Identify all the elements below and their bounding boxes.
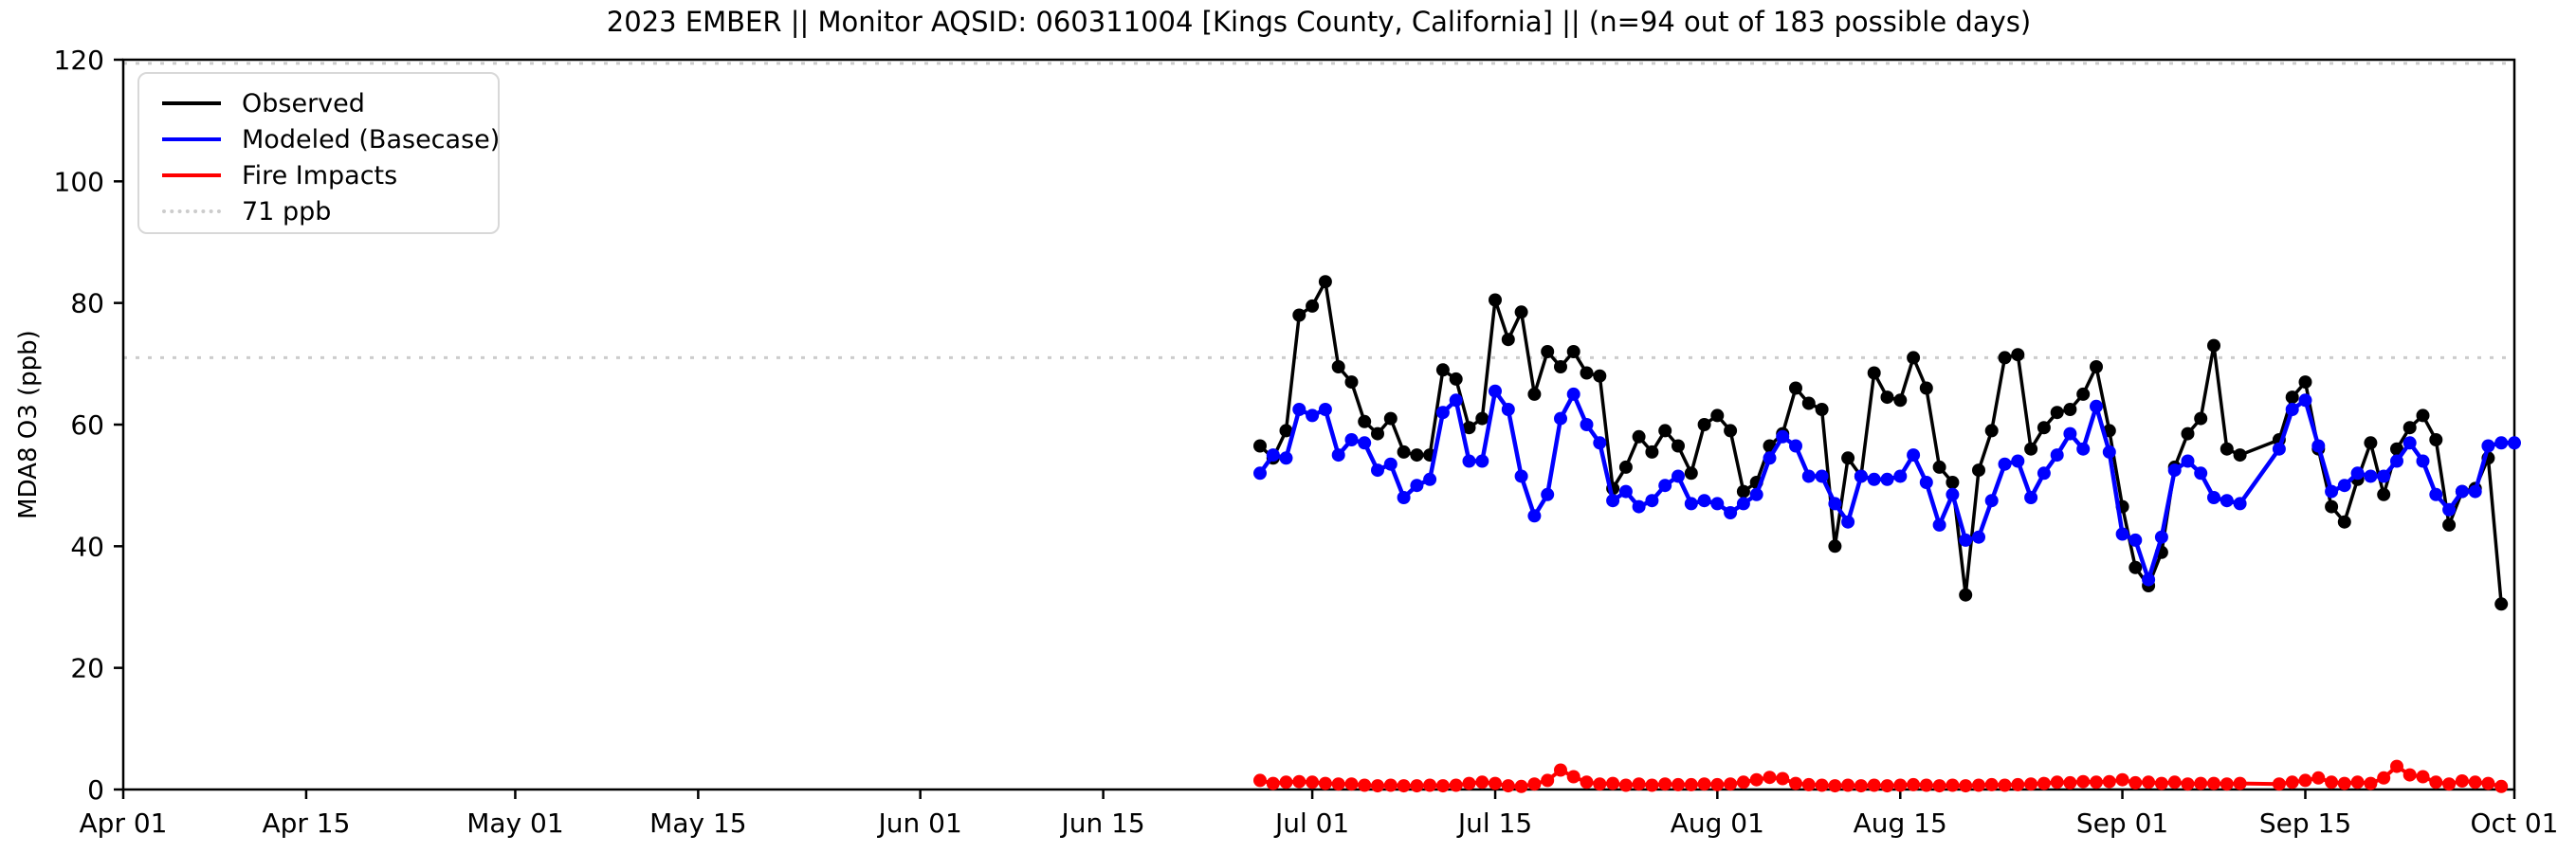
svg-text:Jun 01: Jun 01 — [877, 808, 962, 839]
svg-text:Sep 01: Sep 01 — [2076, 808, 2168, 839]
svg-text:May 01: May 01 — [466, 808, 563, 839]
svg-text:May 15: May 15 — [649, 808, 746, 839]
svg-text:0: 0 — [87, 774, 104, 806]
legend-item-modeled: Modeled (Basecase) — [162, 121, 501, 157]
legend-label: Modeled (Basecase) — [242, 124, 501, 154]
legend-item-fire: Fire Impacts — [162, 157, 498, 193]
legend-item-observed: Observed — [162, 85, 498, 121]
svg-text:Apr 15: Apr 15 — [262, 808, 350, 839]
svg-text:Apr 01: Apr 01 — [80, 808, 168, 839]
threshold-line-swatch — [162, 209, 221, 213]
legend-box: Observed Modeled (Basecase) Fire Impacts… — [137, 72, 500, 234]
svg-text:120: 120 — [54, 45, 104, 76]
observed-line-swatch — [162, 101, 221, 105]
svg-text:20: 20 — [70, 653, 104, 684]
legend-label: Observed — [242, 88, 365, 118]
svg-text:Aug 15: Aug 15 — [1854, 808, 1947, 839]
fire-line-swatch — [162, 173, 221, 177]
svg-text:Sep 15: Sep 15 — [2259, 808, 2351, 839]
svg-text:100: 100 — [54, 166, 104, 197]
svg-text:Jul 01: Jul 01 — [1273, 808, 1349, 839]
legend-label: 71 ppb — [242, 196, 332, 227]
legend-label: Fire Impacts — [242, 160, 398, 191]
svg-text:Jun 15: Jun 15 — [1059, 808, 1144, 839]
reference-lines — [123, 62, 2514, 359]
chart-title: 2023 EMBER || Monitor AQSID: 060311004 [… — [606, 6, 2032, 38]
svg-text:Jul 15: Jul 15 — [1456, 808, 1532, 839]
svg-text:Oct 01: Oct 01 — [2471, 808, 2559, 839]
modeled-line-swatch — [162, 137, 221, 141]
y-axis-ticks: 0 20 40 60 80 100 120 — [54, 45, 123, 806]
svg-text:Aug 01: Aug 01 — [1671, 808, 1764, 839]
series-modeled-basecase- — [1253, 384, 2521, 587]
svg-text:80: 80 — [70, 288, 104, 319]
x-axis-ticks: Apr 01 Apr 15 May 01 May 15 Jun 01 Jun 15 Jul … — [80, 789, 2559, 839]
svg-text:60: 60 — [70, 409, 104, 441]
series-fire-impacts — [1253, 759, 2509, 793]
y-axis-label: MDA8 O3 (ppb) — [14, 330, 43, 519]
legend-item-71ppb: 71 ppb — [162, 193, 498, 229]
svg-text:40: 40 — [70, 531, 104, 562]
